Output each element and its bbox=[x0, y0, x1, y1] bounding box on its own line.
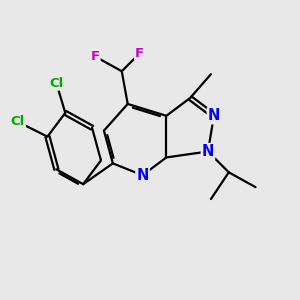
Text: N: N bbox=[202, 144, 214, 159]
Text: N: N bbox=[208, 108, 220, 123]
Text: Cl: Cl bbox=[11, 115, 25, 128]
Text: F: F bbox=[135, 47, 144, 60]
Text: F: F bbox=[91, 50, 100, 63]
Text: N: N bbox=[136, 168, 149, 183]
Text: Cl: Cl bbox=[49, 76, 64, 90]
